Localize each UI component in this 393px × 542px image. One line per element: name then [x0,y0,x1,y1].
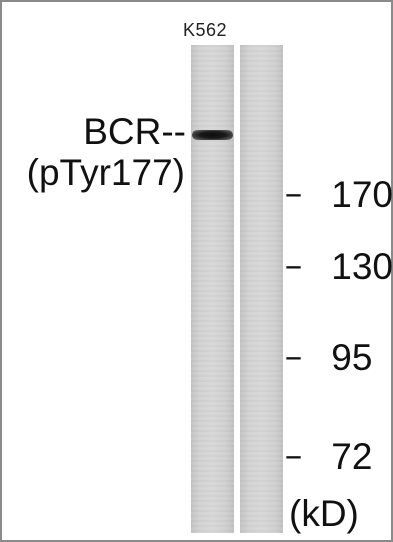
marker-130: -- 130 [285,246,393,287]
protein-band [192,130,233,140]
sample-label: K562 [183,20,228,40]
marker-value: 72 [331,436,373,477]
marker-95: -- 95 [285,337,372,378]
marker-value: 130 [331,246,393,287]
lane-2 [240,45,283,533]
marker-value: 170 [331,174,393,215]
marker-72: -- 72 [285,436,372,477]
marker-170: -- 170 [285,174,393,215]
marker-dash: -- [285,249,302,282]
marker-value: 95 [331,337,373,378]
unit-label: (kD) [289,493,359,534]
protein-name-label: BCR-- [83,111,186,152]
protein-site-label: (pTyr177) [26,152,185,193]
lane-1 [191,45,234,533]
marker-dash: -- [285,439,302,472]
marker-dash: -- [285,177,302,210]
marker-dash: -- [285,340,302,373]
